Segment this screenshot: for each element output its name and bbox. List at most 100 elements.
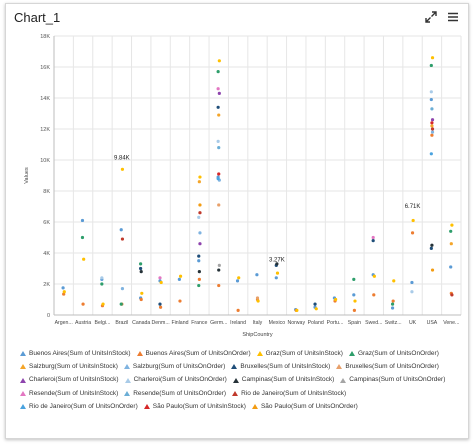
- legend-item[interactable]: Graz(Sum of UnitsOnOrder): [348, 347, 439, 360]
- data-point: [159, 280, 163, 285]
- data-point: [256, 299, 260, 303]
- data-point: [158, 305, 163, 309]
- data-point: [216, 70, 220, 74]
- legend-marker-icon: [20, 351, 26, 357]
- x-tick-label: Argen...: [55, 320, 73, 326]
- legend-item[interactable]: Campinas(Sum of UnitsInStock): [232, 373, 335, 386]
- legend-item[interactable]: Graz(Sum of UnitsInStock): [256, 347, 343, 360]
- data-point: [100, 282, 104, 286]
- data-point: [217, 263, 221, 267]
- data-point: [430, 107, 434, 111]
- x-tick-label: Brazil: [115, 320, 128, 326]
- x-tick-label: France: [191, 320, 207, 326]
- data-point: [198, 211, 202, 215]
- y-axis-title: Values: [24, 167, 30, 184]
- legend-item[interactable]: São Paulo(Sum of UnitsOnOrder): [251, 400, 358, 413]
- x-tick-label: Vene...: [443, 320, 459, 326]
- y-tick-label: 8K: [43, 189, 50, 195]
- legend-marker-icon: [251, 403, 258, 409]
- data-point: [430, 268, 435, 272]
- data-point: [430, 243, 434, 247]
- data-point: [372, 274, 376, 278]
- data-point: [390, 306, 395, 310]
- legend-label: Campinas(Sum of UnitsOnOrder): [349, 376, 446, 384]
- legend-label: Buenos Aires(Sum of UnitsOnOrder): [145, 350, 251, 357]
- x-tick-label: Swed...: [365, 320, 382, 326]
- legend-label: Charleroi(Sum of UnitsOnOrder): [133, 376, 227, 384]
- legend-item[interactable]: Buenos Aires(Sum of UnitsInStock): [20, 347, 131, 360]
- y-tick-label: 12K: [40, 127, 50, 133]
- legend-marker-icon: [20, 403, 26, 409]
- data-point: [198, 242, 202, 246]
- legend-label: Buenos Aires(Sum of UnitsInStock): [29, 350, 131, 357]
- legend-item[interactable]: Buenos Aires(Sum of UnitsOnOrder): [136, 347, 251, 360]
- scatter-plot: 0 2K 4K 6K 8K 10K 12K 14K 16K 18K Argen... Austria B…: [24, 34, 462, 338]
- legend-item[interactable]: Resende(Sum of UnitsOnOrder): [124, 387, 226, 400]
- legend-label: Campinas(Sum of UnitsInStock): [241, 376, 335, 384]
- data-point: [430, 127, 435, 131]
- expand-icon[interactable]: [424, 10, 438, 24]
- x-tick-label: Portu...: [327, 320, 344, 326]
- legend-item[interactable]: Bruxelles(Sum of UnitsInStock): [231, 360, 330, 373]
- hamburger-menu-icon[interactable]: [446, 10, 460, 24]
- legend-label: Salzburg(Sum of UnitsOnOrder): [132, 363, 226, 371]
- y-tick-label: 2K: [43, 282, 50, 288]
- data-point: [139, 297, 143, 302]
- legend-item[interactable]: Salzburg(Sum of UnitsOnOrder): [123, 360, 226, 373]
- data-point: [410, 280, 414, 285]
- data-point: [429, 97, 433, 102]
- legend-marker-icon: [123, 364, 130, 370]
- data-point: [139, 266, 143, 271]
- legend-item[interactable]: Rio de Janeiro(Sum of UnitsOnOrder): [20, 400, 138, 413]
- data-point: [119, 302, 123, 306]
- data-point: [197, 254, 201, 258]
- data-point: [197, 215, 201, 219]
- legend-marker-icon: [124, 377, 131, 383]
- legend-marker-icon: [143, 403, 150, 409]
- data-point: [353, 299, 357, 303]
- data-point: [430, 133, 434, 137]
- x-tick-label: UK: [409, 320, 417, 326]
- legend-label: Graz(Sum of UnitsOnOrder): [357, 350, 439, 357]
- x-tick-label: USA: [427, 320, 438, 326]
- data-point: [140, 291, 144, 295]
- y-tick-label: 4K: [43, 251, 50, 257]
- legend-item[interactable]: Salzburg(Sum of UnitsInStock): [20, 360, 118, 373]
- legend-marker-icon: [340, 377, 347, 383]
- data-point: [120, 287, 125, 291]
- data-point: [449, 229, 453, 233]
- data-point: [410, 290, 414, 294]
- data-point: [371, 235, 375, 240]
- data-point: [255, 273, 259, 277]
- data-point: [236, 308, 240, 312]
- data-point: [158, 302, 162, 306]
- data-point: [120, 167, 125, 171]
- x-tick-label: Mexico: [269, 320, 286, 326]
- legend-marker-icon: [124, 390, 131, 396]
- data-point: [275, 262, 279, 266]
- legend-item[interactable]: Campinas(Sum of UnitsOnOrder): [340, 373, 445, 386]
- y-tick-label: 18K: [40, 34, 50, 40]
- legend-marker-icon: [232, 377, 239, 383]
- x-tick-label: Poland: [308, 320, 324, 326]
- data-point: [82, 257, 86, 261]
- data-point: [411, 218, 415, 223]
- legend-item[interactable]: Charleroi(Sum of UnitsOnOrder): [124, 373, 227, 386]
- legend-label: Bruxelles(Sum of UnitsOnOrder): [345, 363, 439, 371]
- legend-item[interactable]: Resende(Sum of UnitsInStock): [20, 387, 118, 400]
- y-tick-label: 10K: [40, 158, 50, 164]
- data-point: [237, 276, 241, 280]
- data-point: [197, 283, 201, 288]
- legend-item[interactable]: Charleroi(Sum of UnitsInStock): [20, 373, 119, 386]
- chart-toolbar: [424, 10, 460, 24]
- data-point: [81, 302, 85, 306]
- legend-item[interactable]: São Paulo(Sum of UnitsInStock): [143, 400, 246, 413]
- data-point: [430, 118, 435, 122]
- data-point: [62, 290, 66, 294]
- data-point: [430, 56, 435, 60]
- data-point: [390, 302, 395, 306]
- data-point: [352, 293, 356, 297]
- legend-item[interactable]: Bruxelles(Sum of UnitsOnOrder): [336, 360, 439, 373]
- data-point: [80, 235, 85, 240]
- legend-item[interactable]: Rio de Janeiro(Sum of UnitsInStock): [232, 387, 346, 400]
